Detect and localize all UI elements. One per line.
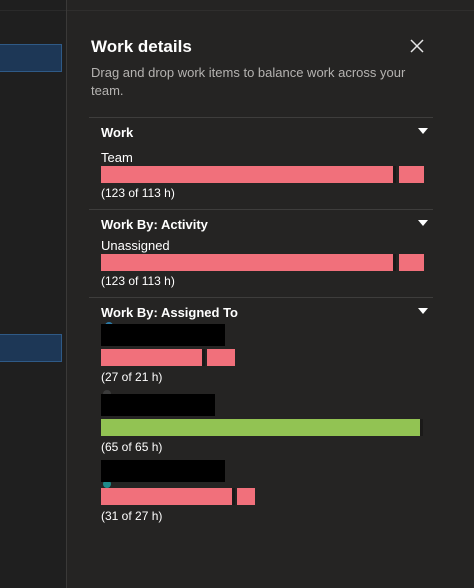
- section-title: Work: [101, 125, 134, 140]
- assignee-name-redacted: [101, 324, 225, 346]
- capacity-bar-fill: [101, 419, 420, 436]
- close-icon: [410, 39, 424, 53]
- capacity-bar-overage: [399, 166, 424, 183]
- section-work: Work Team (123 of 113 h): [89, 117, 433, 200]
- capacity-bar-assignee-1: [101, 349, 235, 366]
- capacity-bar-assignee-3: [101, 488, 255, 505]
- section-work-header[interactable]: Work: [89, 118, 433, 144]
- capacity-text: (31 of 27 h): [101, 509, 163, 523]
- panel-divider: [67, 10, 474, 11]
- capacity-text: (123 of 113 h): [101, 186, 175, 200]
- background-card[interactable]: [0, 334, 62, 362]
- panel-description: Drag and drop work items to balance work…: [91, 65, 406, 98]
- section-work-by-assigned-to: Work By: Assigned To (27 of 21 h) (: [89, 297, 433, 523]
- capacity-text: (27 of 21 h): [101, 370, 163, 384]
- section-title: Work By: Assigned To: [101, 305, 238, 320]
- capacity-bar-fill: [101, 488, 232, 505]
- section-activity-header[interactable]: Work By: Activity: [89, 210, 433, 236]
- capacity-bar-fill: [101, 166, 393, 183]
- capacity-bar-marker: [232, 488, 235, 505]
- caret-down-icon[interactable]: [418, 128, 428, 134]
- capacity-bar-fill: [101, 254, 393, 271]
- capacity-bar-marker: [420, 419, 423, 436]
- capacity-bar-unassigned: [101, 254, 424, 271]
- background-board: [0, 0, 66, 588]
- capacity-bar-marker: [202, 349, 205, 366]
- section-assigned-header[interactable]: Work By: Assigned To: [89, 298, 433, 324]
- capacity-bar-team: [101, 166, 424, 183]
- assignee-name-redacted: [101, 394, 215, 416]
- row-label-team: Team: [101, 150, 133, 165]
- work-details-panel: Work details Drag and drop work items to…: [66, 0, 474, 588]
- capacity-text: (65 of 65 h): [101, 440, 163, 454]
- capacity-bar-overage: [207, 349, 235, 366]
- capacity-bar-marker: [393, 254, 396, 271]
- section-title: Work By: Activity: [101, 217, 208, 232]
- capacity-bar-fill: [101, 349, 202, 366]
- capacity-text: (123 of 113 h): [101, 274, 175, 288]
- capacity-bar-overage: [399, 254, 424, 271]
- close-button[interactable]: [407, 36, 427, 56]
- section-work-by-activity: Work By: Activity Unassigned (123 of 113…: [89, 209, 433, 288]
- assignee-name-redacted: [101, 460, 225, 482]
- background-divider: [0, 10, 66, 11]
- capacity-bar-overage: [237, 488, 255, 505]
- caret-down-icon[interactable]: [418, 308, 428, 314]
- panel-title: Work details: [91, 37, 192, 56]
- caret-down-icon[interactable]: [418, 220, 428, 226]
- row-label-unassigned: Unassigned: [101, 238, 170, 253]
- background-card[interactable]: [0, 44, 62, 72]
- avatar: [103, 480, 111, 488]
- capacity-bar-assignee-2: [101, 419, 424, 436]
- capacity-bar-marker: [393, 166, 396, 183]
